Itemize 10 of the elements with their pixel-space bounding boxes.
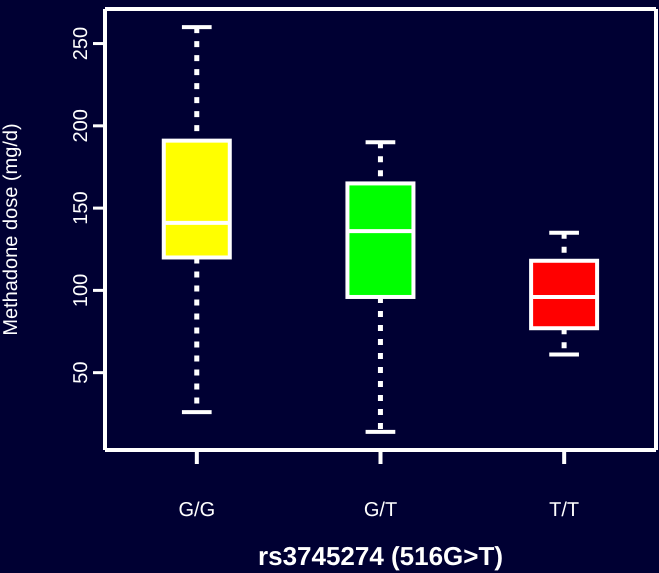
y-tick-label: 50	[70, 362, 92, 384]
y-tick-label: 200	[70, 109, 92, 143]
x-tick-label: G/G	[178, 499, 216, 522]
x-axis-title: rs3745274 (516G>T)	[258, 541, 504, 571]
y-tick-label: 250	[70, 26, 92, 60]
y-tick-label: 150	[70, 191, 92, 225]
x-tick-label: T/T	[549, 499, 580, 522]
x-tick-label: G/T	[364, 499, 398, 522]
y-tick-label: 100	[70, 274, 92, 308]
y-axis-title: Methadone dose (mg/d)	[0, 123, 22, 336]
